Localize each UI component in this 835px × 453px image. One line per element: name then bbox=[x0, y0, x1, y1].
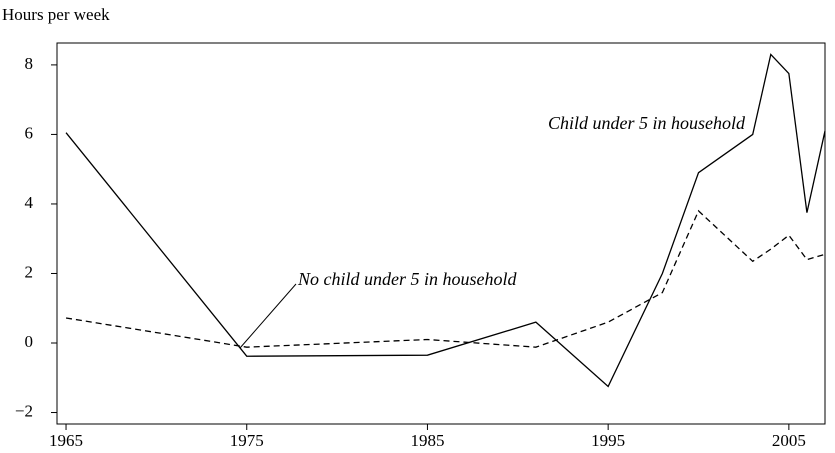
x-tick-label: 1985 bbox=[410, 431, 444, 450]
y-tick-label: 4 bbox=[25, 193, 34, 212]
annotation-leader bbox=[239, 283, 297, 349]
x-tick-label: 2005 bbox=[772, 431, 806, 450]
series-annotation: Child under 5 in household bbox=[548, 113, 746, 133]
plot-frame bbox=[56, 42, 826, 425]
series-line bbox=[65, 53, 826, 388]
x-tick-label: 1995 bbox=[591, 431, 625, 450]
y-tick-label: 6 bbox=[25, 123, 34, 142]
series-line bbox=[65, 209, 826, 348]
x-tick-label: 1965 bbox=[49, 431, 83, 450]
y-axis-label: Hours per week bbox=[2, 5, 110, 24]
y-tick-label: 2 bbox=[25, 262, 34, 281]
y-tick-label: 0 bbox=[25, 332, 34, 351]
x-tick-label: 1975 bbox=[230, 431, 264, 450]
y-tick-label: 8 bbox=[25, 54, 34, 73]
series-annotation: No child under 5 in household bbox=[297, 269, 517, 289]
y-tick-label: −2 bbox=[15, 401, 33, 420]
